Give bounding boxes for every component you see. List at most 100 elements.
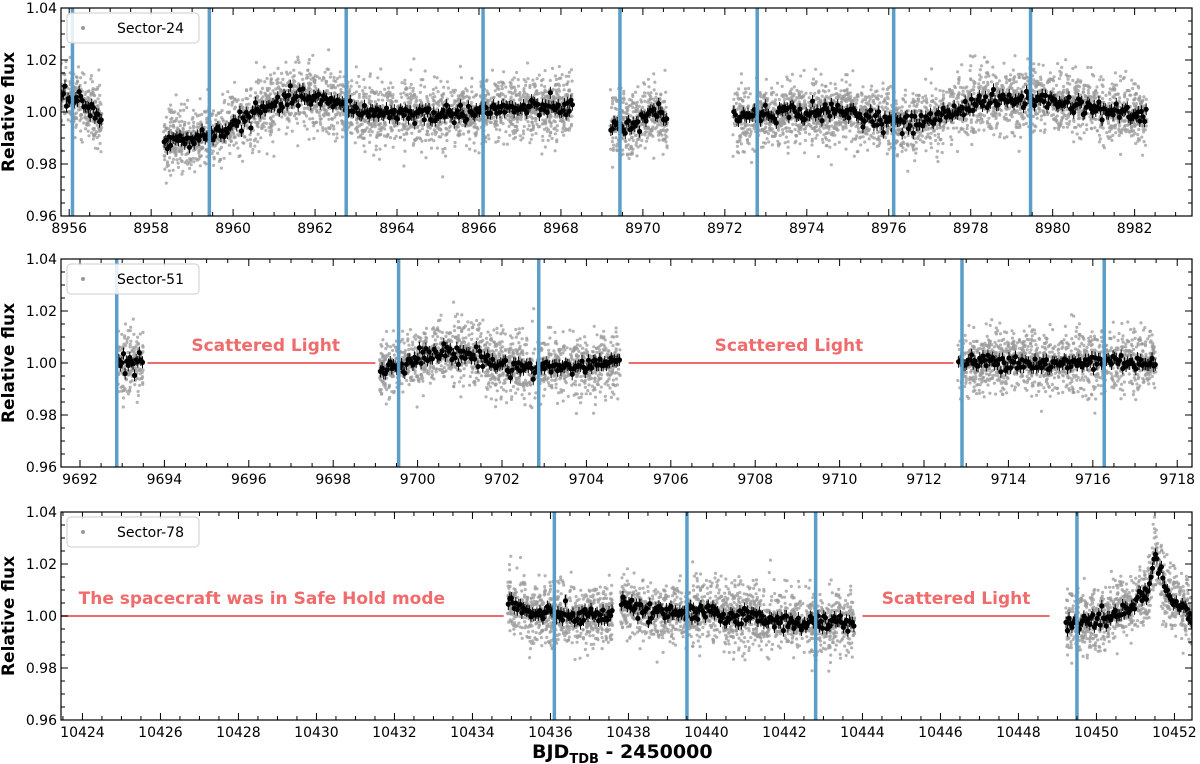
raw-point xyxy=(522,78,526,82)
raw-point xyxy=(181,169,185,173)
raw-point xyxy=(79,76,83,80)
raw-point xyxy=(654,92,659,96)
raw-point xyxy=(287,117,291,122)
raw-point xyxy=(180,149,184,153)
raw-point xyxy=(1118,124,1122,128)
raw-point xyxy=(1086,91,1091,95)
raw-point xyxy=(311,53,315,58)
raw-point xyxy=(339,88,343,92)
raw-point xyxy=(191,108,196,112)
raw-point xyxy=(233,135,237,139)
raw-point xyxy=(839,89,843,93)
raw-point xyxy=(262,121,266,125)
raw-point xyxy=(176,165,180,169)
raw-point xyxy=(1071,66,1075,71)
raw-point xyxy=(634,90,638,94)
raw-point xyxy=(452,90,456,94)
raw-point xyxy=(992,133,996,137)
raw-point xyxy=(766,97,770,101)
raw-point xyxy=(245,89,249,93)
raw-point xyxy=(230,101,234,105)
plot-area xyxy=(61,8,1149,216)
raw-point xyxy=(290,129,294,133)
raw-point xyxy=(991,65,995,69)
raw-point xyxy=(296,144,300,148)
raw-point xyxy=(327,48,331,52)
raw-point xyxy=(262,65,266,69)
raw-point xyxy=(173,147,177,151)
raw-point xyxy=(530,133,534,137)
raw-point xyxy=(269,92,273,96)
raw-point xyxy=(498,94,502,98)
raw-point xyxy=(233,105,237,109)
raw-point xyxy=(550,136,554,141)
raw-point xyxy=(524,83,528,88)
raw-point xyxy=(739,135,743,139)
raw-point xyxy=(380,80,384,84)
raw-point xyxy=(79,137,83,142)
raw-point xyxy=(263,91,267,95)
raw-point xyxy=(858,136,862,140)
raw-point xyxy=(1019,87,1023,91)
raw-point xyxy=(307,61,311,65)
raw-point xyxy=(979,121,983,125)
raw-point xyxy=(522,87,526,91)
raw-point xyxy=(1142,140,1146,144)
raw-point xyxy=(199,145,203,149)
raw-point xyxy=(356,102,361,106)
raw-point xyxy=(229,139,233,144)
raw-point xyxy=(556,93,560,97)
raw-point xyxy=(376,123,381,127)
raw-point xyxy=(269,126,273,130)
raw-point xyxy=(557,84,562,88)
raw-point xyxy=(485,89,489,93)
raw-point xyxy=(232,143,236,147)
raw-point xyxy=(464,144,469,148)
raw-point xyxy=(844,147,848,151)
raw-point xyxy=(1136,133,1140,137)
raw-point xyxy=(643,131,647,135)
raw-point xyxy=(439,135,443,139)
raw-point xyxy=(279,89,283,93)
raw-point xyxy=(663,68,667,72)
raw-point xyxy=(969,64,973,68)
raw-point xyxy=(813,129,818,133)
raw-point xyxy=(816,155,821,159)
raw-point xyxy=(364,92,368,96)
raw-point xyxy=(390,129,394,133)
raw-point xyxy=(403,78,407,82)
raw-point xyxy=(315,104,319,108)
raw-point xyxy=(372,153,376,157)
raw-point xyxy=(1004,112,1008,116)
raw-point xyxy=(165,162,169,166)
raw-point xyxy=(553,132,558,136)
raw-point xyxy=(349,84,353,88)
raw-point xyxy=(283,113,287,117)
raw-point xyxy=(812,121,816,125)
raw-point xyxy=(1058,69,1062,73)
raw-point xyxy=(626,143,630,147)
raw-point xyxy=(424,138,428,143)
raw-point xyxy=(899,109,904,113)
raw-point xyxy=(541,138,545,142)
raw-point xyxy=(436,125,440,129)
raw-point xyxy=(508,133,512,137)
raw-point xyxy=(510,78,514,82)
raw-point xyxy=(249,86,253,91)
raw-point xyxy=(819,72,823,76)
raw-point xyxy=(285,110,289,114)
raw-point xyxy=(379,129,383,133)
raw-point xyxy=(391,85,395,90)
raw-point xyxy=(78,105,83,109)
raw-point xyxy=(566,118,571,122)
raw-point xyxy=(258,119,262,123)
raw-point xyxy=(316,129,320,133)
raw-point xyxy=(549,124,553,128)
raw-point xyxy=(562,121,566,125)
raw-point xyxy=(459,94,463,98)
raw-point xyxy=(484,79,488,83)
raw-point xyxy=(914,93,919,97)
raw-point xyxy=(204,162,208,166)
raw-point xyxy=(403,82,407,86)
raw-point xyxy=(565,82,569,86)
